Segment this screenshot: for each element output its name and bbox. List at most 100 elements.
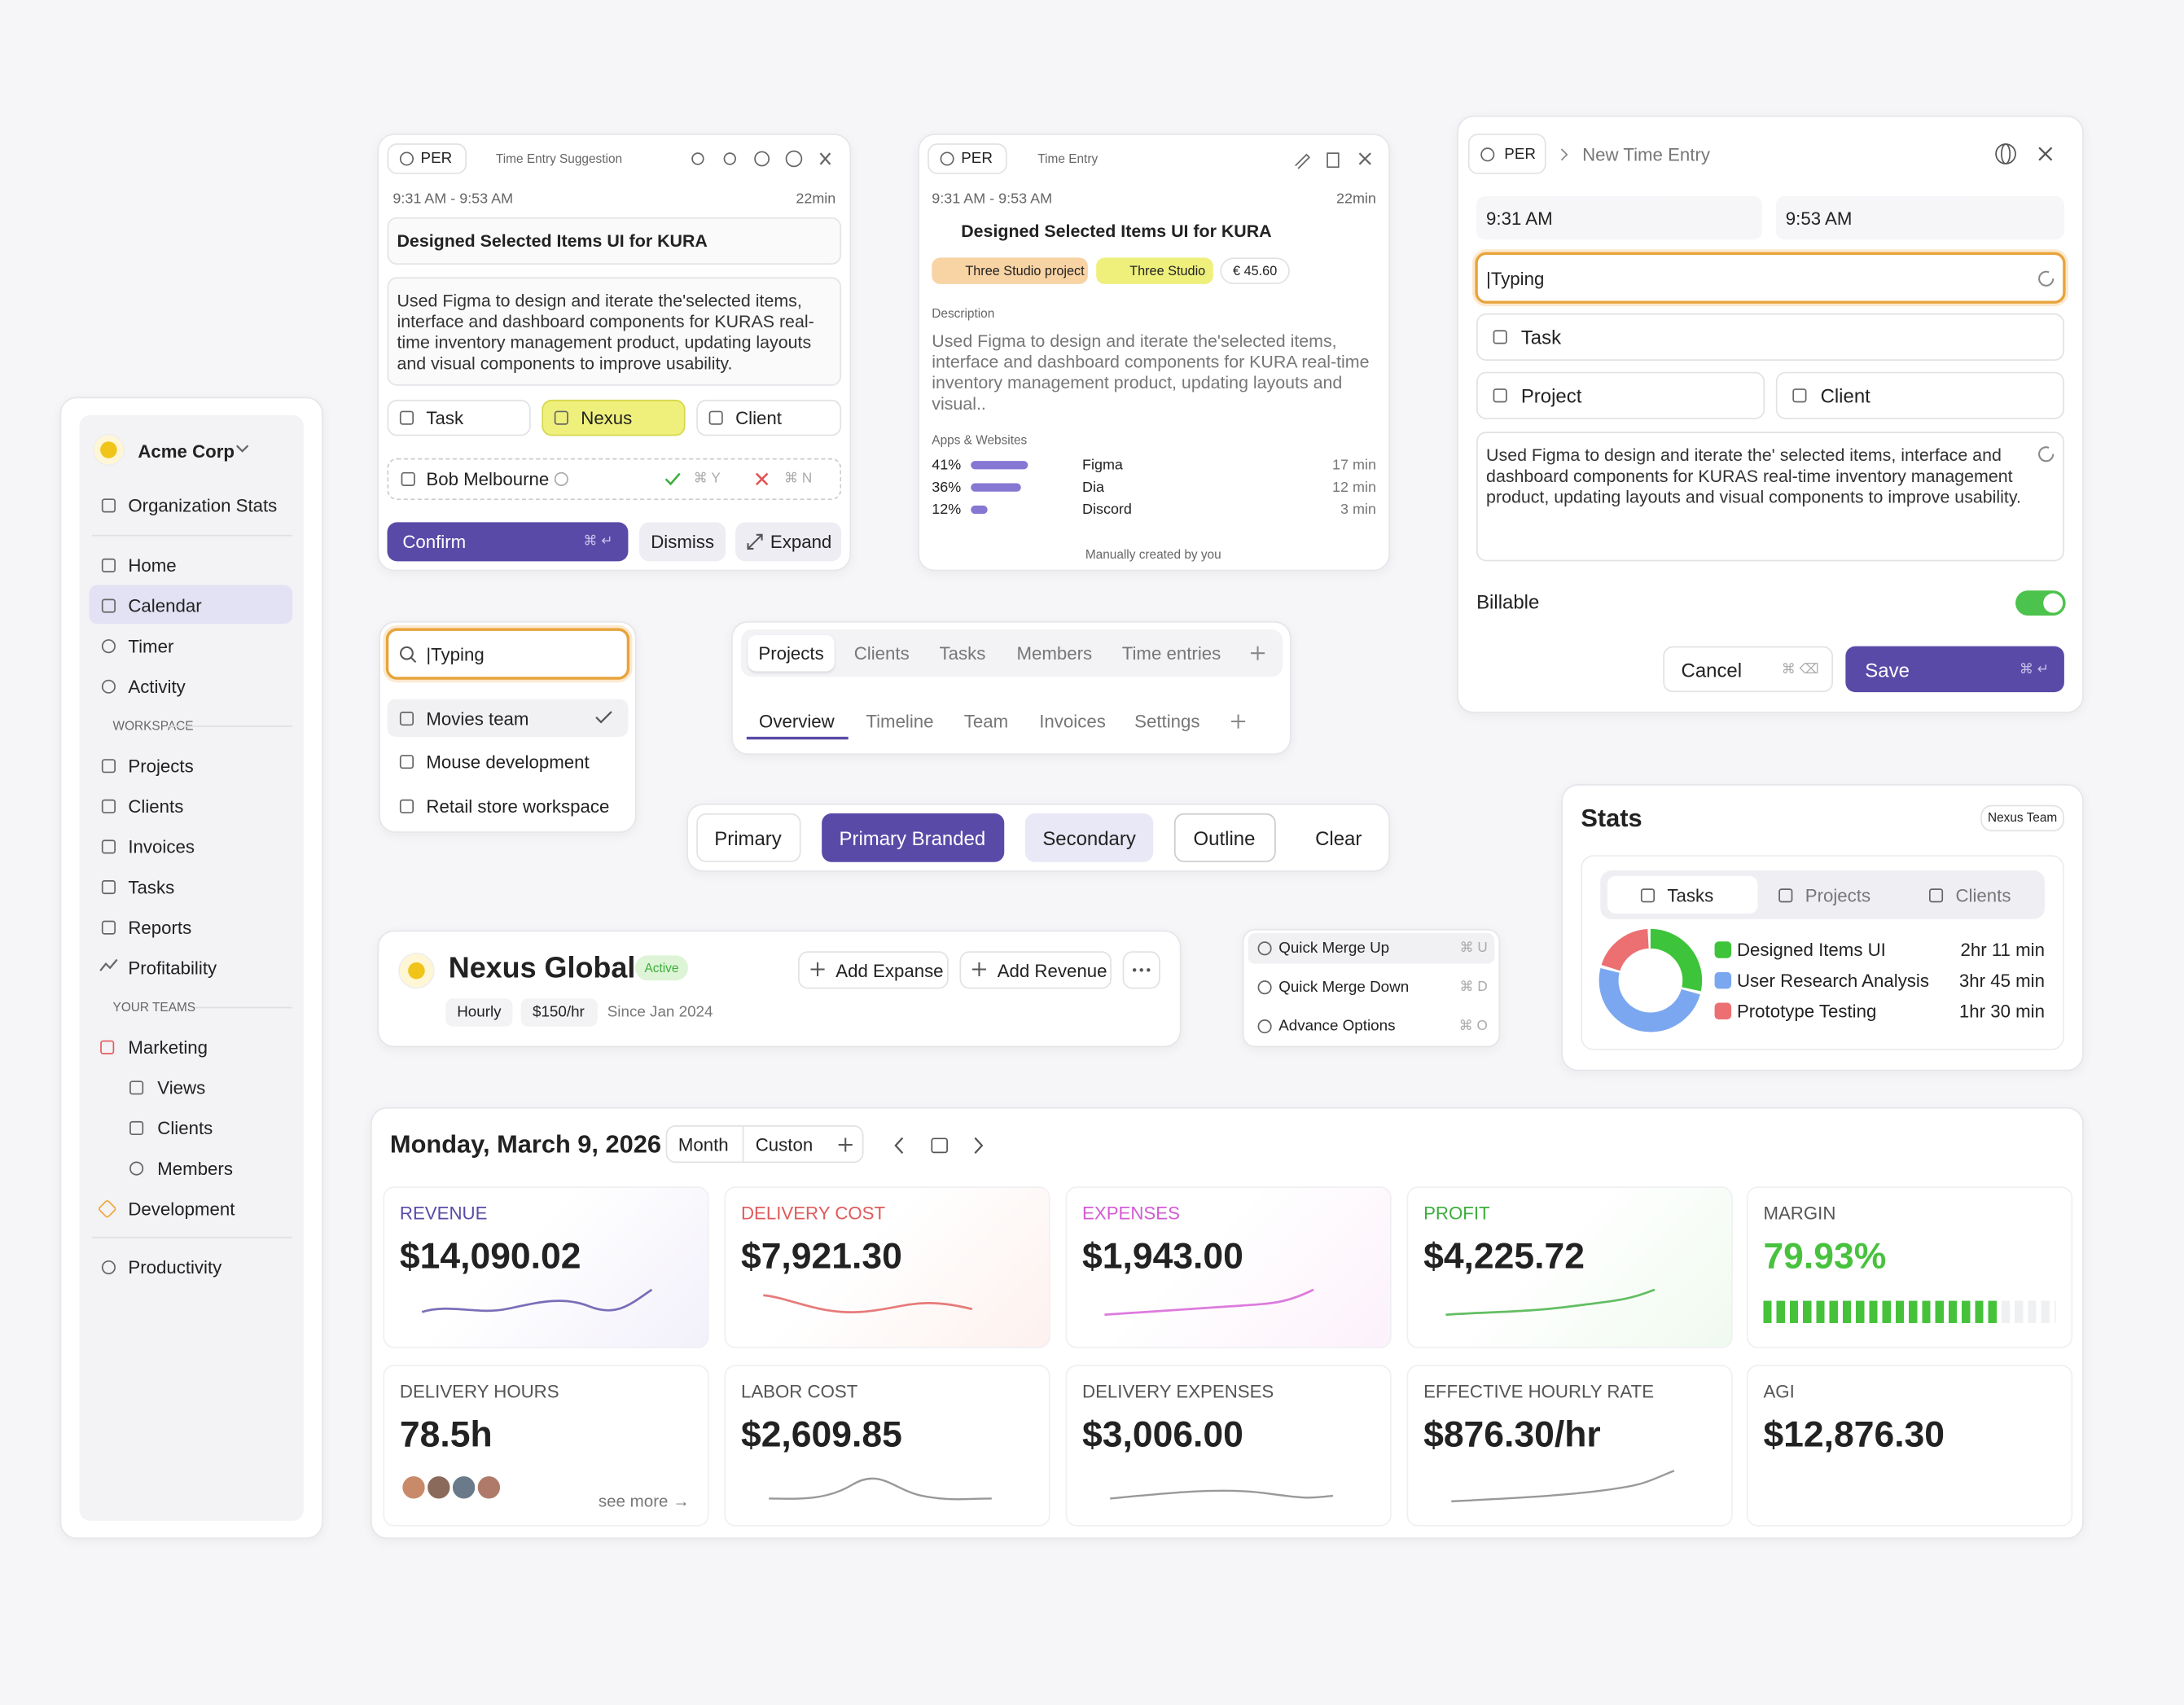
save-button[interactable] [1845,646,2064,693]
avatar [475,1473,503,1501]
tab[interactable]: Overview [759,711,835,732]
date: Monday, March 9, 2026 [389,1130,662,1159]
nav-item: Clients [128,796,184,817]
sparkline [1451,1470,1675,1503]
metric-label: DELIVERY EXPENSES [1082,1380,1274,1402]
divider [742,1125,744,1164]
header-icons [1995,143,2053,164]
tab[interactable]: Tasks [1667,884,1714,906]
title-input[interactable] [1475,252,2066,304]
task-field[interactable] [1476,313,2064,362]
app-name: Figma [1082,457,1123,474]
metric-value: 78.5h [399,1413,493,1455]
button[interactable] [696,813,801,862]
button-label[interactable]: Clear [1315,827,1362,850]
sparkline-path [1110,1489,1334,1500]
nav-item: Profitability [128,957,217,979]
nav-item: Activity [128,676,186,698]
tab[interactable]: Timeline [866,711,934,732]
icon [401,471,415,486]
button-label: Cancel [1681,659,1743,682]
tab[interactable]: Team [963,711,1009,732]
tab[interactable]: Tasks [939,642,986,664]
menu-item[interactable]: Advance Options [1278,1018,1396,1035]
user-pill [387,143,467,174]
metric-value: $876.30/hr [1423,1413,1601,1455]
metric-value: $1,943.00 [1082,1234,1243,1277]
app-bar [971,505,988,515]
menu-item[interactable]: Quick Merge Up [1278,940,1390,958]
button[interactable] [1173,813,1276,862]
tab[interactable]: Members [1016,642,1093,664]
icon [1792,388,1807,403]
tab[interactable]: Settings [1134,711,1200,732]
button[interactable] [1024,813,1154,862]
start-field [1476,196,1762,240]
tag-label: Three Studio [1129,264,1206,279]
tab[interactable]: Time entries [1121,642,1221,664]
metric-label: AGI [1763,1380,1795,1402]
legend-label: Designed Items UI [1736,939,1886,961]
sparkline [421,1288,653,1313]
legend-swatch [1714,1002,1732,1020]
metric-label: DELIVERY COST [740,1202,886,1224]
tag-label: Hourly [457,1004,502,1021]
view[interactable]: Custon [755,1134,814,1155]
see-more[interactable]: see more → [598,1491,690,1511]
option[interactable]: Movies team [426,708,529,730]
icon [1480,147,1495,162]
tab[interactable]: Clients [853,642,910,664]
tab[interactable]: Projects [758,642,824,664]
chip-label: Nexus [581,407,633,428]
tab[interactable]: Projects [1805,884,1871,906]
expand-button[interactable] [735,522,842,562]
team-name: Development [128,1198,235,1220]
donut-segment [1599,928,1703,1032]
description-box [387,277,842,386]
nav-item: Home [128,554,177,576]
client-field[interactable] [1775,371,2064,419]
legend-value: 3hr 45 min [1958,970,2045,991]
refresh-icon [2038,446,2055,462]
user: PER [1504,146,1536,164]
icon [101,759,116,774]
button[interactable] [822,813,1005,862]
app-time: 17 min [1332,457,1376,474]
app-percent: 36% [932,479,962,496]
billable-toggle[interactable] [2015,590,2066,616]
button-label: Primary Branded [839,827,986,850]
end-field [1775,196,2064,240]
button-label: Secondary [1042,827,1136,850]
shortcut: ⌘ Y [693,471,721,487]
tab[interactable]: Invoices [1039,711,1106,732]
view[interactable]: Month [678,1134,729,1155]
donut-segment [1599,928,1703,1032]
avatar [424,1473,453,1501]
option[interactable]: Retail store workspace [426,796,610,817]
menu-item[interactable]: Quick Merge Down [1278,979,1410,996]
field-label: Project [1520,384,1582,407]
tab[interactable]: Clients [1955,884,2011,906]
footer: Manually created by you [1085,547,1221,562]
tag [932,257,1088,284]
shortcut: ⌘ O [1458,1019,1488,1035]
button-label: Confirm [402,531,467,553]
tab-active [1607,875,1758,914]
person-box [387,458,842,501]
button-label: Primary [714,827,782,850]
plus-icon [1231,714,1246,729]
icon [101,598,116,613]
app-percent: 41% [932,457,962,474]
legend-value: 2hr 11 min [1960,939,2045,961]
plus-icon [1250,646,1265,660]
search-input[interactable] [385,628,630,680]
confirm-button[interactable] [387,522,629,562]
card-title: Time Entry [1037,151,1099,166]
dismiss-button[interactable] [639,522,726,562]
option[interactable]: Mouse development [426,751,590,773]
project-field[interactable] [1476,371,1765,419]
cancel-button[interactable] [1663,646,1833,693]
nav-item: Invoices [128,836,195,857]
